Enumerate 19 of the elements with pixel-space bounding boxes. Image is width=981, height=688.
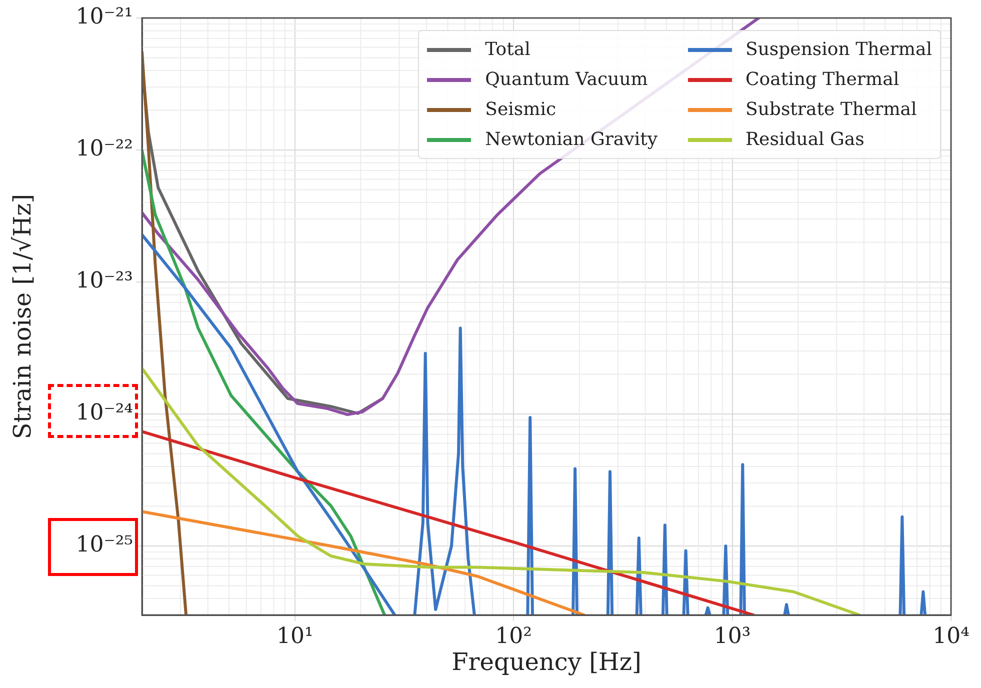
y-tick-label: 10⁻²¹ (76, 4, 133, 30)
y-axis-title: Strain noise [1/√Hz] (8, 194, 37, 440)
x-tick-label: 10¹ (276, 624, 314, 649)
x-tick-label: 10² (495, 624, 532, 649)
x-axis-title: Frequency [Hz] (452, 648, 642, 676)
y-tick-label: 10⁻²² (76, 136, 133, 162)
x-tick-label: 10³ (714, 624, 751, 649)
y-tick-label: 10⁻²³ (76, 268, 133, 294)
y-tick-label: 10⁻²⁵ (76, 532, 133, 558)
legend-label: Newtonian Gravity (485, 128, 658, 152)
legend-label: Substrate Thermal (746, 98, 917, 122)
legend-label: Residual Gas (746, 128, 864, 152)
legend-label: Suspension Thermal (746, 38, 932, 62)
y-tick-label: 10⁻²⁴ (76, 400, 134, 426)
legend-label: Coating Thermal (746, 68, 900, 92)
legend-label: Quantum Vacuum (485, 68, 648, 92)
x-tick-label: 10⁴ (932, 624, 970, 649)
legend-label: Total (485, 38, 530, 62)
legend-label: Seismic (485, 98, 556, 122)
